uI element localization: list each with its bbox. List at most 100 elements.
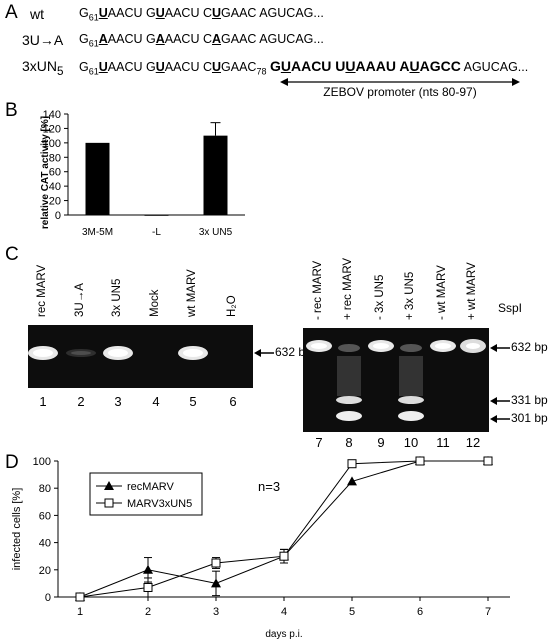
panel-d-line-chart: 0 20 40 60 80 100 1 2 3 4 5 6 7 infected cells [%] day… (11, 456, 510, 639)
gel1-lane-label: rec MARV (36, 264, 48, 317)
gel2-lane-number: 10 (403, 435, 419, 450)
x-tick-label: -L (152, 227, 161, 238)
y-tick-label: 40 (39, 538, 51, 550)
panel-c-letter: C (5, 244, 19, 265)
gel2-band-632-core (311, 343, 327, 349)
gel2-smear (399, 356, 423, 396)
gel1-lane-label: wt MARV (186, 269, 198, 317)
x-tick-label: 4 (281, 606, 287, 618)
x-tick-label: 3M-5M (82, 227, 113, 238)
data-point (143, 564, 153, 574)
x-tick-label: 3 (213, 606, 219, 618)
gel1-lane-number: 6 (229, 394, 237, 409)
panel-b-letter: B (5, 100, 18, 121)
gel1-arrow-icon (254, 349, 274, 357)
gel2-marker-301: 301 bp (511, 411, 548, 425)
x-axis-label: days p.i. (265, 629, 302, 639)
gel-2 (303, 328, 489, 432)
n-annotation: n=3 (258, 479, 280, 494)
seq-label-3u-a: 3U→A (22, 32, 64, 48)
gel2-band-301 (398, 411, 424, 421)
gel2-lane-label: + wt MARV (466, 262, 478, 320)
promoter-label: ZEBOV promoter (nts 80-97) (323, 85, 477, 99)
promoter-span-arrow (280, 78, 520, 86)
gel2-lane-number: 8 (345, 435, 353, 450)
x-tick-label: 6 (417, 606, 423, 618)
y-tick-label: 40 (49, 181, 61, 193)
gel2-lane-number: 12 (465, 435, 481, 450)
data-point (347, 459, 357, 469)
y-tick-label: 120 (43, 123, 61, 135)
bar (85, 142, 110, 215)
gel2-lane-number: 9 (377, 435, 385, 450)
x-tick-label: 5 (349, 606, 355, 618)
bar (144, 215, 169, 216)
gel2-band-301 (336, 411, 362, 421)
bar (203, 135, 228, 215)
x-tick-label: 7 (485, 606, 491, 618)
seq-wt: G61UAACU GUAACU CUGAAC AGUCAG... (79, 6, 324, 23)
x-tick-label: 2 (145, 606, 151, 618)
gel1-band-core (108, 349, 128, 357)
gel2-band-331 (398, 396, 424, 404)
y-tick-label: 20 (39, 565, 51, 577)
gel2-marker-632: 632 bp (511, 340, 548, 354)
gel1-band (66, 349, 96, 357)
x-tick-label: 1 (77, 606, 83, 618)
y-axis-label: infected cells [%] (11, 488, 23, 571)
panel-a-letter: A (5, 2, 18, 23)
gel1-lane-number: 5 (189, 394, 197, 409)
gel2-arrow-632-icon (490, 344, 510, 352)
gel1-lane-number: 3 (114, 394, 122, 409)
gel2-lane-label: - 3x UN5 (374, 274, 386, 320)
gel2-lane-label: - rec MARV (312, 260, 324, 320)
gel1-lane-label: Mock (149, 289, 161, 317)
gel1-lane-number: 1 (39, 394, 47, 409)
gel2-arrow-301-icon (490, 415, 510, 423)
gel2-lane-number: 11 (436, 435, 450, 450)
gel1-band-core (71, 351, 91, 355)
y-tick-label: 0 (45, 592, 51, 604)
gel1-band-core (183, 349, 203, 357)
gel2-lane-number: 7 (315, 435, 323, 450)
gel1-lane-label: 3x UN5 (111, 278, 123, 317)
gel2-band-632-faint (400, 344, 422, 352)
gel-1 (28, 325, 253, 388)
data-point (347, 476, 357, 486)
gel1-marker-632: 632 bp (275, 345, 312, 359)
y-tick-label: 80 (39, 483, 51, 495)
y-tick-label: 60 (49, 167, 61, 179)
legend-box (89, 472, 203, 516)
seq-label-3xun5: 3xUN5 (22, 58, 64, 78)
gel1-lane-number: 4 (152, 394, 160, 409)
data-point (143, 582, 153, 592)
legend-marker (104, 481, 114, 490)
data-point (211, 578, 221, 588)
seq-3u-a: G61AAACU GAAACU CAGAAC AGUCAG... (79, 32, 324, 49)
data-point (211, 558, 221, 568)
gel1-lane-number: 2 (77, 394, 85, 409)
data-point (483, 456, 493, 466)
seq-label-wt: wt (30, 6, 44, 22)
gel2-lane-label: + 3x UN5 (404, 271, 416, 320)
y-tick-label: 100 (43, 138, 61, 150)
x-tick-label: 3x UN5 (199, 227, 233, 238)
gel2-band-632-faint (338, 344, 360, 352)
y-tick-label: 80 (49, 152, 61, 164)
legend-marker (104, 498, 114, 508)
gel1-band-core (33, 349, 53, 357)
gel2-lane-label: + rec MARV (342, 257, 354, 320)
gel2-arrow-331-icon (490, 397, 510, 405)
data-point (75, 592, 85, 602)
seq-3xun5: G61UAACU GUAACU CUGAAC78 GUAACU UUAAAU A… (79, 58, 529, 77)
y-tick-label: 140 (43, 109, 61, 121)
y-axis-label: relative CAT activity [%] (40, 116, 51, 229)
legend-label: recMARV (127, 481, 175, 493)
y-tick-label: 0 (55, 210, 61, 222)
panel-b-bar-chart: 0 20 40 60 80 100 120 140 3M-5M -L 3x UN5 relative … (40, 109, 245, 238)
gel2-smear (337, 356, 361, 396)
gel1-lane-label: H₂O (226, 295, 238, 317)
data-point (415, 456, 425, 466)
y-tick-label: 100 (33, 456, 51, 468)
gel2-band-632-core (466, 343, 480, 349)
